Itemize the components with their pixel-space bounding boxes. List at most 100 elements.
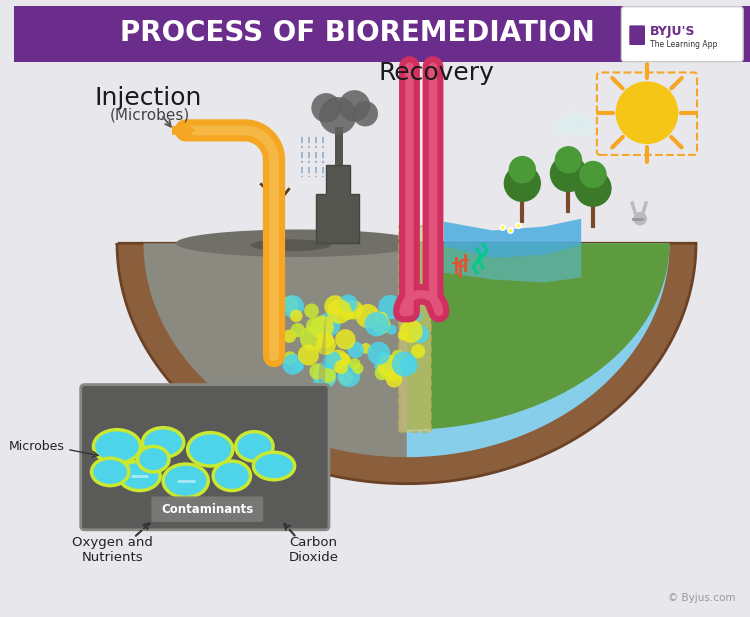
Circle shape bbox=[517, 224, 520, 227]
Ellipse shape bbox=[142, 428, 184, 457]
Circle shape bbox=[338, 364, 360, 387]
Text: The Learning App: The Learning App bbox=[650, 39, 717, 49]
Circle shape bbox=[400, 357, 418, 375]
Circle shape bbox=[335, 353, 351, 370]
Circle shape bbox=[377, 352, 390, 365]
Circle shape bbox=[364, 312, 388, 336]
Bar bbox=[334, 128, 343, 165]
Circle shape bbox=[375, 312, 388, 325]
Circle shape bbox=[304, 304, 319, 318]
Circle shape bbox=[398, 330, 408, 341]
Circle shape bbox=[387, 325, 397, 334]
Ellipse shape bbox=[92, 458, 129, 486]
Circle shape bbox=[318, 333, 334, 348]
Circle shape bbox=[282, 296, 298, 313]
Circle shape bbox=[378, 295, 403, 320]
Ellipse shape bbox=[213, 461, 250, 491]
Circle shape bbox=[392, 350, 404, 362]
Text: PROCESS OF BIOREMEDIATION: PROCESS OF BIOREMEDIATION bbox=[120, 19, 595, 48]
Circle shape bbox=[316, 367, 336, 387]
Circle shape bbox=[291, 323, 305, 337]
Ellipse shape bbox=[164, 464, 209, 497]
Circle shape bbox=[575, 118, 595, 137]
Ellipse shape bbox=[176, 230, 422, 257]
Circle shape bbox=[501, 226, 504, 229]
Circle shape bbox=[368, 342, 390, 365]
Circle shape bbox=[290, 310, 302, 322]
Circle shape bbox=[633, 212, 647, 226]
FancyBboxPatch shape bbox=[622, 7, 743, 62]
Circle shape bbox=[327, 299, 352, 324]
Text: (Microbes): (Microbes) bbox=[110, 107, 190, 122]
Circle shape bbox=[562, 110, 585, 135]
Circle shape bbox=[507, 227, 514, 234]
Circle shape bbox=[555, 146, 582, 173]
Circle shape bbox=[386, 371, 402, 387]
Text: Oxygen and
Nutrients: Oxygen and Nutrients bbox=[72, 536, 152, 565]
Circle shape bbox=[509, 229, 512, 232]
Circle shape bbox=[321, 368, 336, 383]
Text: Carbon
Dioxide: Carbon Dioxide bbox=[288, 536, 338, 565]
Circle shape bbox=[306, 317, 323, 335]
Circle shape bbox=[347, 342, 364, 358]
Circle shape bbox=[324, 295, 346, 317]
Polygon shape bbox=[444, 245, 581, 283]
Circle shape bbox=[338, 370, 353, 385]
Circle shape bbox=[375, 366, 388, 380]
Circle shape bbox=[361, 343, 371, 354]
Circle shape bbox=[342, 307, 354, 320]
Circle shape bbox=[500, 224, 506, 231]
Text: BYJU'S: BYJU'S bbox=[650, 25, 695, 38]
Circle shape bbox=[339, 294, 358, 313]
Circle shape bbox=[283, 354, 303, 375]
Circle shape bbox=[377, 355, 400, 377]
Circle shape bbox=[327, 350, 350, 373]
Circle shape bbox=[334, 360, 348, 374]
Circle shape bbox=[281, 295, 304, 318]
Ellipse shape bbox=[137, 446, 169, 472]
Bar bbox=[399, 226, 431, 432]
Circle shape bbox=[371, 315, 391, 334]
Circle shape bbox=[579, 161, 607, 188]
Circle shape bbox=[411, 344, 425, 358]
Circle shape bbox=[335, 329, 356, 350]
Circle shape bbox=[300, 326, 325, 350]
Circle shape bbox=[311, 93, 340, 123]
Polygon shape bbox=[143, 243, 406, 457]
Text: Injection: Injection bbox=[94, 86, 202, 110]
FancyBboxPatch shape bbox=[629, 25, 645, 45]
Circle shape bbox=[413, 311, 422, 321]
Circle shape bbox=[320, 97, 356, 135]
Text: Microbes: Microbes bbox=[9, 440, 65, 453]
Circle shape bbox=[504, 165, 541, 202]
Ellipse shape bbox=[254, 452, 295, 480]
Circle shape bbox=[311, 322, 328, 339]
Polygon shape bbox=[117, 243, 696, 484]
Circle shape bbox=[515, 222, 522, 229]
Circle shape bbox=[352, 101, 378, 126]
Polygon shape bbox=[406, 243, 670, 457]
FancyBboxPatch shape bbox=[152, 497, 263, 522]
Circle shape bbox=[344, 300, 363, 320]
Circle shape bbox=[309, 363, 326, 379]
Circle shape bbox=[310, 315, 334, 339]
Circle shape bbox=[283, 351, 297, 365]
Circle shape bbox=[400, 304, 413, 317]
Circle shape bbox=[316, 335, 336, 355]
Circle shape bbox=[339, 90, 370, 122]
Circle shape bbox=[400, 320, 423, 343]
Circle shape bbox=[574, 170, 611, 207]
Circle shape bbox=[298, 344, 319, 365]
Circle shape bbox=[554, 118, 573, 137]
Text: Recovery: Recovery bbox=[378, 62, 494, 86]
Circle shape bbox=[550, 155, 587, 193]
Circle shape bbox=[509, 156, 536, 183]
Text: Contaminants: Contaminants bbox=[161, 503, 254, 516]
Ellipse shape bbox=[119, 461, 160, 491]
Ellipse shape bbox=[188, 433, 232, 466]
FancyBboxPatch shape bbox=[81, 384, 329, 530]
Circle shape bbox=[379, 356, 404, 381]
Polygon shape bbox=[406, 243, 670, 429]
Circle shape bbox=[313, 365, 336, 389]
Circle shape bbox=[283, 329, 296, 343]
